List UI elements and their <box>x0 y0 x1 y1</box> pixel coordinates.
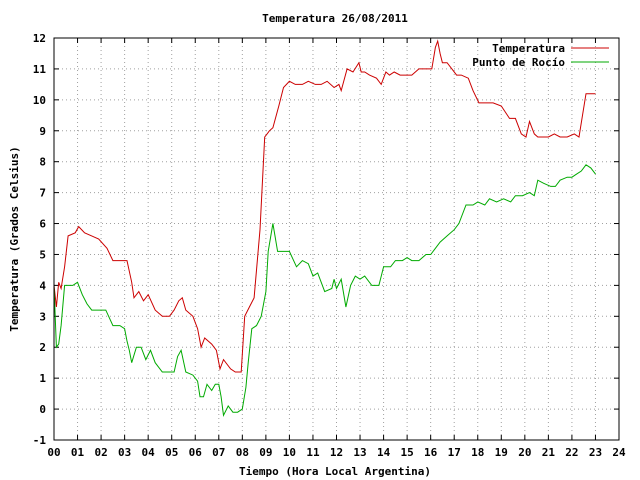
x-tick-label: 05 <box>165 446 178 459</box>
x-tick-label: 11 <box>306 446 320 459</box>
grid <box>54 38 619 440</box>
series-line-punto-de-rocio <box>53 164 596 417</box>
x-tick-label: 19 <box>495 446 508 459</box>
x-tick-label: 00 <box>47 446 60 459</box>
x-tick-label: 24 <box>612 446 626 459</box>
x-tick-label: 21 <box>542 446 556 459</box>
x-tick-label: 02 <box>94 446 107 459</box>
y-tick-label: 6 <box>39 218 46 231</box>
plot-frame <box>53 37 620 441</box>
legend: Temperatura Punto de Rocío <box>472 42 609 69</box>
x-tick-label: 17 <box>448 446 461 459</box>
x-tick-label: 12 <box>330 446 343 459</box>
y-tick-label: -1 <box>33 434 47 447</box>
axis-ticks <box>53 37 620 441</box>
y-tick-label: 11 <box>33 63 47 76</box>
x-tick-labels: 00 01 02 03 04 05 06 07 08 09 10 11 12 13 14 15 16 17 18 19… <box>47 446 626 459</box>
x-tick-label: 22 <box>565 446 578 459</box>
chart-title: Temperatura 26/08/2011 <box>262 12 408 25</box>
x-tick-label: 04 <box>142 446 156 459</box>
y-tick-label: 0 <box>39 403 46 416</box>
x-tick-label: 09 <box>259 446 272 459</box>
x-tick-label: 20 <box>518 446 531 459</box>
x-tick-label: 13 <box>353 446 366 459</box>
y-tick-label: 1 <box>39 372 46 385</box>
x-axis-label: Tiempo (Hora Local Argentina) <box>239 465 431 478</box>
x-tick-label: 15 <box>401 446 414 459</box>
x-tick-label: 07 <box>212 446 225 459</box>
x-tick-label: 23 <box>589 446 602 459</box>
y-tick-label: 7 <box>39 187 46 200</box>
x-tick-label: 16 <box>424 446 438 459</box>
y-tick-label: 2 <box>39 341 46 354</box>
x-tick-label: 01 <box>71 446 85 459</box>
series-lines <box>53 39 596 417</box>
x-tick-label: 03 <box>118 446 131 459</box>
legend-label-punto-de-rocio: Punto de Rocío <box>472 56 565 69</box>
y-axis-label: Temperatura (Grados Celsius) <box>8 146 21 331</box>
series-line-temperatura <box>53 39 596 373</box>
y-tick-label: 4 <box>39 279 46 292</box>
x-tick-label: 08 <box>236 446 249 459</box>
y-tick-label: 10 <box>33 94 46 107</box>
legend-label-temperatura: Temperatura <box>492 42 565 55</box>
x-tick-label: 10 <box>283 446 296 459</box>
x-tick-label: 18 <box>471 446 484 459</box>
y-tick-label: 8 <box>39 156 46 169</box>
y-tick-label: 9 <box>39 125 46 138</box>
x-tick-label: 06 <box>189 446 203 459</box>
y-tick-label: 5 <box>39 248 46 261</box>
y-tick-label: 3 <box>39 310 46 323</box>
y-tick-label: 12 <box>33 32 46 45</box>
x-tick-label: 14 <box>377 446 391 459</box>
